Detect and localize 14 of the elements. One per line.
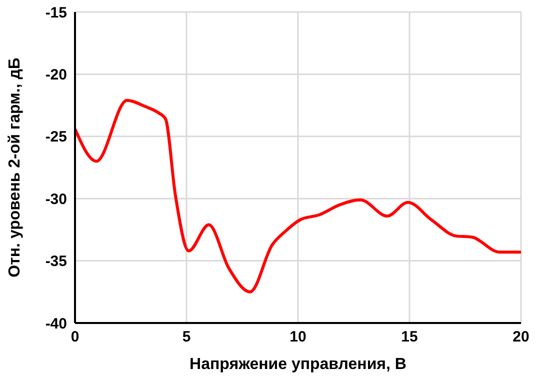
x-tick-label: 20: [512, 328, 530, 346]
y-tick-label: -15: [45, 4, 67, 22]
x-tick-label: 15: [401, 328, 418, 346]
x-axis-title: Напряжение управления, В: [190, 356, 406, 373]
y-tick-label: -25: [45, 128, 67, 146]
x-tick-label: 5: [182, 328, 191, 346]
x-tick-label: 10: [290, 328, 306, 346]
line-series: [75, 98, 521, 294]
y-tick-label: -20: [45, 66, 67, 84]
y-tick-label: -30: [45, 190, 67, 208]
y-axis-title: Отн. уровень 2-ой гарм., дБ: [6, 58, 24, 278]
y-tick-label: -40: [45, 315, 67, 332]
y-tick-label: -35: [45, 253, 67, 270]
x-tick-label: 0: [70, 328, 80, 346]
